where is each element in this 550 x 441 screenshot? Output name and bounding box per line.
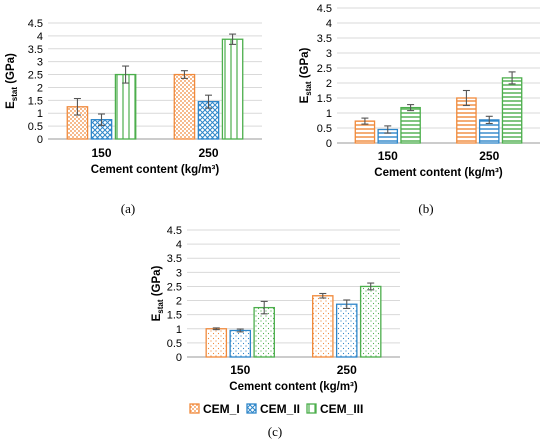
- y-tick-label: 4.5: [28, 18, 43, 30]
- error-bar: [212, 327, 220, 331]
- y-tick-label: 0.5: [167, 338, 182, 350]
- y-tick-label: 0: [326, 138, 332, 150]
- error-bar: [205, 94, 212, 109]
- bar-cem-ii: [335, 303, 358, 358]
- y-tick-label: 3.5: [317, 33, 332, 45]
- bar-cem-ii: [229, 329, 252, 358]
- y-tick-label: 1.5: [28, 95, 43, 107]
- bar-cem-iii: [114, 73, 137, 140]
- y-tick-label: 1: [176, 324, 182, 336]
- error-bar: [367, 282, 375, 291]
- chart-panel-c: 0 0.5 1 1.5 2 2.5 3 3.5 4 4.5 150 250 Cement content…: [151, 225, 400, 439]
- y-tick-label: 2: [326, 78, 332, 90]
- x-tick-label: 150: [91, 146, 111, 160]
- y-tick-label: 3: [326, 48, 332, 60]
- error-bar: [73, 97, 81, 116]
- x-axis-title: Cement content (kg/m³): [229, 381, 358, 393]
- legend-swatch: [246, 403, 257, 414]
- x-axis-title: Cement content (kg/m³): [374, 167, 503, 179]
- y-tick-label: 2.5: [167, 281, 182, 293]
- y-tick-label: 0.5: [317, 123, 332, 135]
- y-axis-title: Estat (GPa): [299, 47, 313, 103]
- bar-cem-i: [312, 295, 334, 358]
- legend-label: CEM_II: [260, 402, 300, 416]
- error-bar: [485, 115, 493, 125]
- y-tick-label: 2.5: [317, 63, 332, 75]
- y-tick-label: 1: [37, 108, 43, 120]
- error-bar: [122, 65, 130, 84]
- bar-cem-iii: [400, 106, 421, 144]
- y-tick-label: 1.5: [167, 310, 182, 322]
- error-bar: [98, 113, 105, 126]
- y-tick-label: 1: [326, 108, 332, 120]
- error-bar: [343, 299, 351, 310]
- error-bar: [260, 300, 268, 315]
- panel-label: (c): [268, 424, 282, 439]
- x-tick-label: 250: [479, 149, 499, 163]
- y-tick-label: 2.5: [28, 70, 43, 82]
- error-bar: [229, 33, 237, 45]
- bar-cem-iii: [359, 285, 382, 358]
- x-axis-title: Cement content (kg/m³): [91, 164, 220, 176]
- error-bar: [462, 89, 470, 107]
- bar-cem-i: [205, 328, 228, 358]
- y-tick-label: 3.5: [28, 44, 43, 56]
- panel-label: (a): [121, 201, 135, 216]
- y-tick-label: 4: [37, 31, 43, 43]
- y-tick-label: 0.5: [28, 121, 43, 133]
- y-tick-label: 3.5: [167, 253, 182, 265]
- y-tick-label: 2: [176, 296, 182, 308]
- y-tick-label: 0: [37, 134, 43, 146]
- error-bar: [384, 125, 392, 134]
- legend-swatch: [306, 403, 317, 414]
- y-tick-label: 4: [326, 18, 332, 30]
- chart-panel-b: 0 0.5 1 1.5 2 2.5 3 3.5 4 4.5 150 250 Cement content…: [299, 3, 540, 216]
- y-axis-title: Estat (GPa): [5, 53, 19, 109]
- x-tick-label: 150: [378, 149, 398, 163]
- legend-swatch: [189, 403, 200, 414]
- bar-cem-iii: [501, 77, 523, 144]
- error-bar: [508, 71, 516, 85]
- y-tick-label: 4.5: [317, 3, 332, 15]
- x-tick-label: 150: [230, 363, 250, 377]
- error-bar: [319, 292, 327, 299]
- legend-label: CEM_III: [320, 402, 363, 416]
- bar-cem-iii: [221, 38, 244, 140]
- x-tick-label: 250: [337, 363, 357, 377]
- error-bar: [407, 104, 415, 112]
- chart-legend: CEM_I CEM_II CEM_III: [189, 402, 363, 416]
- chart-panel-a: 00.511.522.533.544.5 150 250 Cement content…: [5, 18, 262, 216]
- legend-label: CEM_I: [203, 402, 240, 416]
- bar-cem-i: [173, 73, 196, 140]
- panel-label: (b): [418, 201, 433, 216]
- y-tick-label: 4: [176, 239, 182, 251]
- y-tick-label: 4.5: [167, 225, 182, 237]
- y-tick-label: 0: [176, 352, 182, 364]
- error-bar: [236, 328, 244, 333]
- x-tick-label: 250: [198, 146, 218, 160]
- bar-cem-iii: [253, 306, 275, 358]
- y-tick-label: 1.5: [317, 93, 332, 105]
- y-tick-label: 2: [37, 82, 43, 94]
- error-bar: [180, 70, 188, 79]
- y-tick-label: 3: [176, 267, 182, 279]
- y-tick-label: 3: [37, 57, 43, 69]
- y-axis-title: Estat (GPa): [151, 265, 165, 321]
- error-bar: [361, 117, 369, 125]
